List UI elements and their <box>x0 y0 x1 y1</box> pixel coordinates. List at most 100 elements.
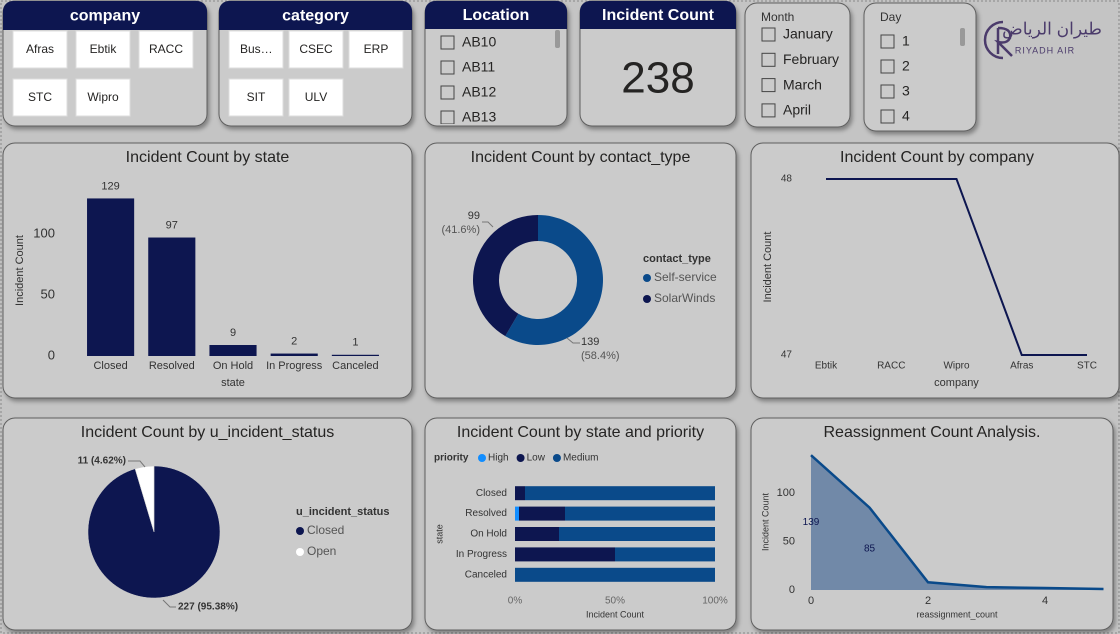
legend-label: Medium <box>563 453 599 464</box>
checkbox-label[interactable]: February <box>783 51 839 67</box>
button-box[interactable] <box>348 30 404 69</box>
data-label: 139 <box>803 517 820 528</box>
y-tick-label: 0 <box>789 584 795 596</box>
data-label: 139 <box>581 336 599 348</box>
slicer-button[interactable]: Ebtik <box>75 30 131 69</box>
button-label[interactable]: CSEC <box>299 42 333 56</box>
button-label[interactable]: SIT <box>247 90 266 104</box>
slicer-title: Incident Count <box>602 7 715 24</box>
button-box[interactable] <box>75 78 131 117</box>
checkbox-label[interactable]: 1 <box>902 33 910 49</box>
checkbox-label[interactable]: March <box>783 76 822 92</box>
slicer-header <box>580 19 736 29</box>
checkbox[interactable] <box>440 60 455 75</box>
button-label[interactable]: RACC <box>149 42 183 56</box>
bar <box>331 354 379 356</box>
y-tick-label: In Progress <box>456 549 507 560</box>
checkbox-label[interactable]: 4 <box>902 108 910 124</box>
scrollbar <box>555 30 560 48</box>
button-box[interactable] <box>12 78 68 117</box>
chart-title: Incident Count by contact_type <box>471 149 691 166</box>
data-label: (58.4%) <box>581 350 620 362</box>
checkbox-label[interactable]: AB12 <box>462 84 496 100</box>
panel <box>424 417 737 631</box>
checkbox-label[interactable]: AB11 <box>462 59 495 75</box>
legend-label: High <box>488 453 509 464</box>
axis-title: Incident Count <box>760 492 770 551</box>
y-tick-label: Resolved <box>465 508 507 519</box>
legend-title: priority <box>434 453 469 464</box>
slicer-title: Month <box>761 10 794 24</box>
button-box[interactable] <box>75 30 131 69</box>
slicer-button[interactable]: CSEC <box>288 30 344 69</box>
button-box[interactable] <box>228 30 284 69</box>
checkbox[interactable] <box>761 103 776 118</box>
button-label[interactable]: Wipro <box>87 90 119 104</box>
button-box[interactable] <box>288 30 344 69</box>
button-label[interactable]: ULV <box>305 90 327 104</box>
slicer-button[interactable]: Wipro <box>75 78 131 117</box>
slicer-button[interactable]: Bus… <box>228 30 284 69</box>
checkbox[interactable] <box>440 85 455 100</box>
data-label: 85 <box>864 543 876 554</box>
legend-label: Low <box>527 453 546 464</box>
checkbox-label[interactable]: 3 <box>902 83 910 99</box>
x-tick-label: RACC <box>877 361 905 372</box>
legend-label: SolarWinds <box>654 291 715 305</box>
slicer-header <box>219 20 412 30</box>
checkbox[interactable] <box>880 59 895 74</box>
y-tick-label: 50 <box>41 286 55 301</box>
slicer-button[interactable]: Afras <box>12 30 68 69</box>
slicer-button[interactable]: RACC <box>138 30 194 69</box>
chart-title: Incident Count by state and priority <box>457 424 704 441</box>
leader-line <box>128 460 146 468</box>
legend-marker <box>643 295 651 303</box>
slicer-button[interactable]: ULV <box>288 78 344 117</box>
axis-title: state <box>434 524 444 544</box>
data-label: 227 (95.38%) <box>178 602 238 613</box>
x-tick-label: 50% <box>605 596 625 607</box>
button-label[interactable]: STC <box>28 90 52 104</box>
bar <box>87 198 135 356</box>
checkbox-label[interactable]: January <box>783 26 833 42</box>
y-tick-label: 50 <box>783 535 795 547</box>
checkbox[interactable] <box>761 52 776 67</box>
checkbox-label[interactable]: AB13 <box>462 109 496 125</box>
slicer-button[interactable]: STC <box>12 78 68 117</box>
y-tick-label: 48 <box>781 174 793 185</box>
data-label: 9 <box>230 327 236 339</box>
checkbox[interactable] <box>880 84 895 99</box>
slicer-button[interactable]: SIT <box>228 78 284 117</box>
button-box[interactable] <box>288 78 344 117</box>
legend-marker <box>296 527 304 535</box>
checkbox[interactable] <box>880 34 895 49</box>
slicer-header <box>3 20 207 30</box>
button-box[interactable] <box>228 78 284 117</box>
button-label[interactable]: Bus… <box>240 42 273 56</box>
legend-marker <box>478 454 486 462</box>
slicer-header <box>425 19 567 29</box>
button-label[interactable]: ERP <box>364 42 389 56</box>
checkbox-label[interactable]: April <box>783 102 811 118</box>
data-label: 2 <box>291 335 297 347</box>
logo-english: RIYADH AIR <box>1015 45 1075 55</box>
x-tick-label: 0 <box>808 595 814 607</box>
checkbox-label[interactable]: AB10 <box>462 34 496 50</box>
leader-line <box>482 221 494 228</box>
button-box[interactable] <box>138 30 194 69</box>
checkbox[interactable] <box>761 27 776 42</box>
checkbox-label[interactable]: 2 <box>902 58 910 74</box>
checkbox[interactable] <box>880 109 895 124</box>
button-label[interactable]: Ebtik <box>90 42 118 56</box>
button-label[interactable]: Afras <box>26 42 54 56</box>
data-label: 97 <box>166 219 178 231</box>
y-tick-label: 100 <box>777 487 795 499</box>
slicer-button[interactable]: ERP <box>348 30 404 69</box>
data-label: 11 (4.62%) <box>78 456 126 467</box>
checkbox[interactable] <box>440 35 455 50</box>
button-box[interactable] <box>12 30 68 69</box>
chart-title: Incident Count by state <box>126 149 290 166</box>
checkbox[interactable] <box>440 110 455 124</box>
checkbox[interactable] <box>761 78 776 93</box>
chart-title: Incident Count by company <box>840 149 1034 166</box>
